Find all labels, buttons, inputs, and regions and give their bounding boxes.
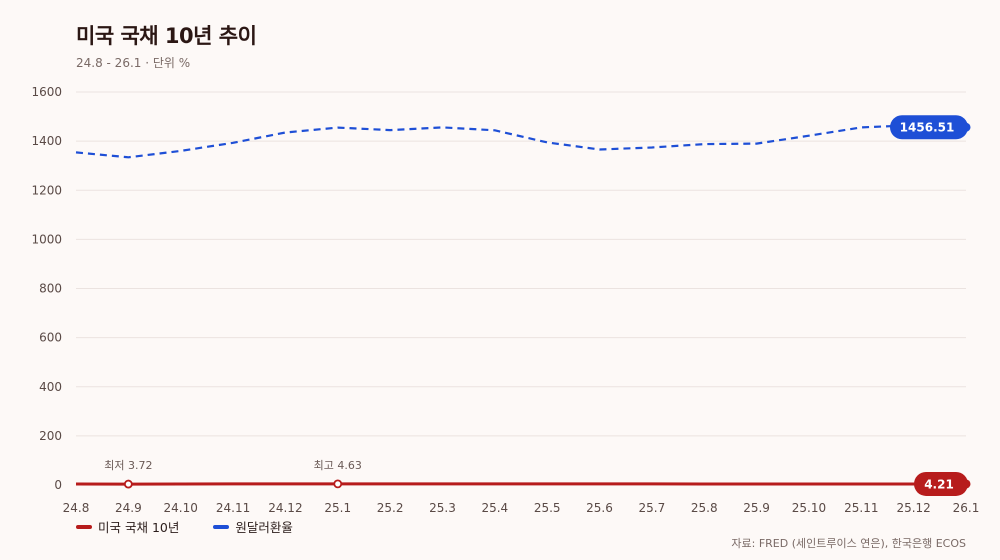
- x-tick-label: 26.1: [953, 501, 980, 515]
- markers: 최저 3.72 최고 4.63: [104, 459, 362, 489]
- x-tick-label: 24.9: [115, 501, 142, 515]
- x-tick-label: 25.10: [792, 501, 826, 515]
- annotation-point: [123, 479, 133, 489]
- x-tick-label: 25.2: [377, 501, 404, 515]
- chart-title: 미국 국채 10년 추이: [76, 24, 257, 48]
- annotation-label: 최저 3.72: [104, 459, 152, 472]
- end-label-fx: 1456.51: [900, 121, 955, 135]
- legend-label-fx: 원달러환율: [235, 520, 293, 535]
- legend-item-fx[interactable]: 원달러환율: [213, 517, 293, 536]
- x-tick-label: 25.7: [639, 501, 666, 515]
- legend: 미국 국채 10년 원달러환율: [76, 517, 293, 536]
- end-label-treasury: 4.21: [924, 477, 954, 491]
- end-badge-treasury: [914, 471, 968, 496]
- end-labels: 4.21 1456.51: [890, 115, 971, 496]
- end-point-fx: [961, 122, 971, 132]
- end-point-treasury: [961, 479, 971, 489]
- x-axis-ticks: 24.8 24.9 24.10 24.11 24.12 25.1 25.2 25.3 25.4 2…: [63, 501, 980, 515]
- y-tick-label: 0: [54, 478, 62, 492]
- x-tick-label: 25.11: [844, 501, 878, 515]
- x-tick-label: 25.6: [586, 501, 613, 515]
- end-badge-fx: [890, 115, 968, 140]
- grid-lines: [76, 91, 966, 486]
- y-tick-label: 1400: [31, 134, 62, 148]
- y-axis-ticks: 0 200 400 600 800 1000 1200 1400 1600: [31, 85, 62, 492]
- chart-subtitle: 24.8 - 26.1 · 단위 %: [76, 56, 191, 70]
- legend-swatch-fx: [213, 524, 230, 529]
- y-tick-label: 200: [39, 429, 62, 443]
- series-line-fx: [75, 124, 967, 159]
- x-tick-label: 25.12: [896, 501, 930, 515]
- x-tick-label: 25.9: [743, 501, 770, 515]
- x-tick-label: 24.11: [216, 501, 250, 515]
- y-tick-label: 1600: [31, 85, 62, 99]
- x-tick-label: 24.10: [164, 501, 198, 515]
- y-tick-label: 800: [39, 282, 62, 296]
- x-tick-label: 25.1: [324, 501, 351, 515]
- y-tick-label: 400: [39, 380, 62, 394]
- series-lines: [75, 124, 967, 486]
- annotation-label: 최고 4.63: [314, 459, 362, 472]
- y-tick-label: 1200: [31, 183, 62, 197]
- legend-label-treasury: 미국 국채 10년: [98, 520, 180, 535]
- y-tick-label: 1000: [31, 232, 62, 246]
- x-tick-label: 25.4: [481, 501, 508, 515]
- x-tick-label: 24.12: [268, 501, 302, 515]
- x-tick-label: 24.8: [63, 501, 90, 515]
- x-tick-label: 25.3: [429, 501, 456, 515]
- annotation-point: [333, 479, 343, 489]
- legend-swatch-treasury: [76, 524, 92, 529]
- legend-item-treasury[interactable]: 미국 국채 10년: [76, 517, 179, 536]
- y-tick-label: 600: [39, 331, 62, 345]
- x-tick-label: 25.8: [691, 501, 718, 515]
- source-note: 자료: FRED (세인트루이스 연은), 한국은행 ECOS: [731, 537, 966, 550]
- x-tick-label: 25.5: [534, 501, 561, 515]
